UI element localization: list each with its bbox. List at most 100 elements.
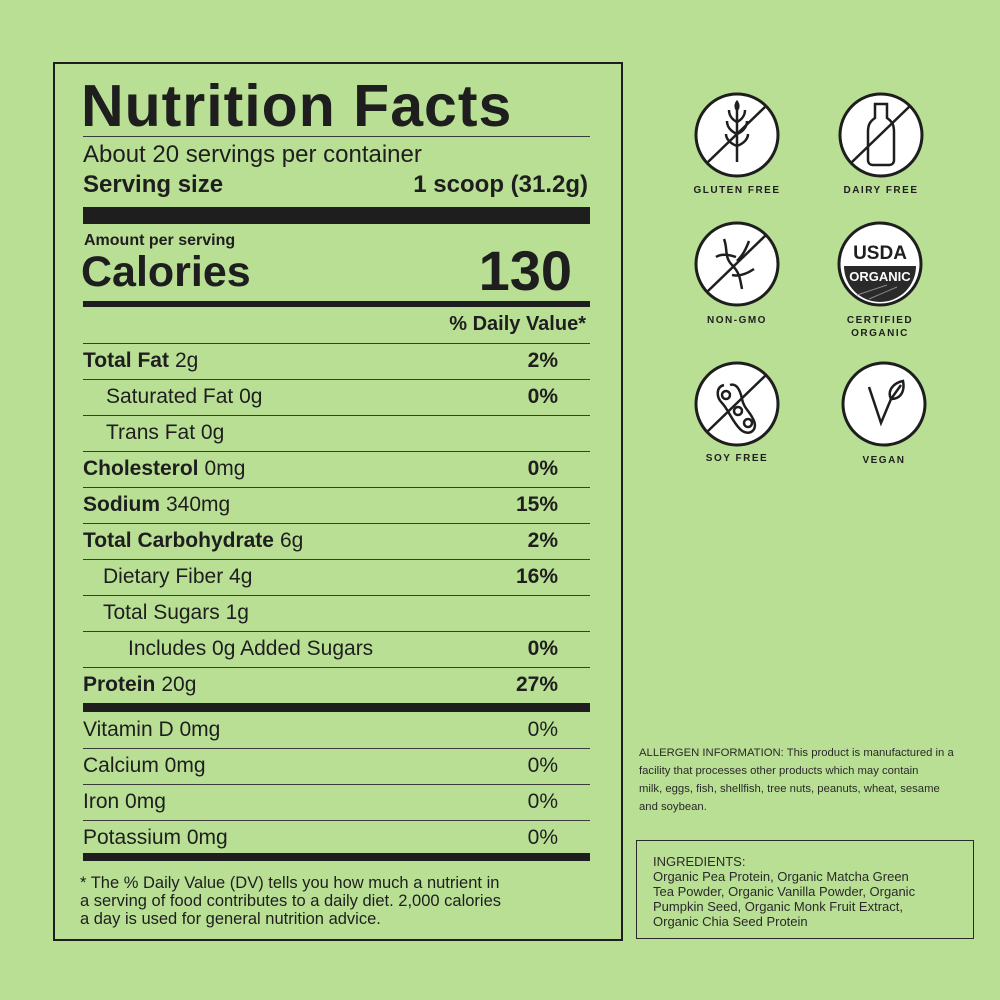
label-title: Nutrition Facts — [81, 73, 513, 139]
divider — [83, 343, 590, 344]
vegan-leaf-icon — [841, 361, 927, 447]
divider — [83, 379, 590, 380]
nutrient-name: Saturated Fat 0g — [106, 385, 263, 408]
daily-value-percent: 16% — [515, 565, 558, 588]
divider — [83, 136, 590, 137]
nutrient-name: Cholesterol — [83, 457, 199, 480]
ingredients-title: INGREDIENTS: — [653, 854, 746, 869]
divider — [83, 784, 590, 785]
daily-value-percent: 0% — [527, 826, 558, 849]
daily-value-percent: 0% — [527, 754, 558, 777]
ingredients-line: Organic Chia Seed Protein — [653, 914, 808, 929]
divider — [83, 451, 590, 452]
ingredients-line: Pumpkin Seed, Organic Monk Fruit Extract… — [653, 899, 903, 914]
daily-value-percent: 0% — [527, 718, 558, 741]
daily-value-percent: 0% — [527, 457, 558, 480]
nutrient-amount: 6g — [279, 529, 304, 552]
servings-per-container: About 20 servings per container — [83, 141, 422, 168]
nutrient-name: Protein — [83, 673, 156, 696]
thick-divider — [83, 207, 590, 224]
nutrient-row: Trans Fat 0g — [83, 415, 590, 451]
daily-value-percent: 2% — [527, 349, 558, 372]
footnote-line: a serving of food contributes to a daily… — [80, 892, 501, 910]
daily-value-percent: 2% — [527, 529, 558, 552]
daily-value-percent: 0% — [527, 790, 558, 813]
divider — [83, 595, 590, 596]
nutrient-row: Total Fat 2g 2% — [83, 343, 590, 379]
allergen-line: milk, eggs, fish, shellfish, tree nuts, … — [639, 783, 940, 795]
divider — [83, 748, 590, 749]
badge-label: VEGAN — [862, 455, 906, 466]
nutrient-row: Dietary Fiber 4g 16% — [83, 559, 590, 595]
nutrient-row: Total Sugars 1g — [83, 595, 590, 631]
vitamin-row: Vitamin D 0mg 0% — [83, 712, 590, 748]
badge-label: DAIRY FREE — [843, 185, 919, 196]
divider — [83, 820, 590, 821]
nutrient-name: Dietary Fiber 4g — [103, 565, 253, 588]
badge-label-line: CERTIFIED — [846, 315, 914, 326]
badge-label: GLUTEN FREE — [693, 185, 781, 196]
serving-size-label: Serving size — [83, 171, 224, 198]
vitamin-row: Potassium 0mg 0% — [83, 820, 590, 856]
daily-value-percent: 0% — [527, 637, 558, 660]
footnote-line: a day is used for general nutrition advi… — [80, 910, 381, 928]
thick-divider — [83, 853, 590, 861]
daily-value-percent: 27% — [515, 673, 558, 696]
badge-label-line: ORGANIC — [851, 328, 909, 339]
soybean-crossed-icon — [694, 361, 780, 447]
bottle-crossed-icon — [838, 92, 924, 178]
divider — [83, 415, 590, 416]
daily-value-header: % Daily Value* — [449, 313, 586, 335]
serving-size-value: 1 scoop (31.2g) — [413, 171, 588, 198]
nutrient-name: Trans Fat 0g — [106, 421, 225, 444]
seal-top-text: USDA — [853, 243, 907, 264]
ingredients-box: INGREDIENTS: Organic Pea Protein, Organi… — [636, 840, 974, 939]
nutrient-name: Sodium — [83, 493, 160, 516]
thick-divider — [83, 703, 590, 712]
vitamin-row: Iron 0mg 0% — [83, 784, 590, 820]
daily-value-percent: 15% — [515, 493, 558, 516]
vitamin-row: Calcium 0mg 0% — [83, 748, 590, 784]
allergen-line: facility that processes other products w… — [639, 765, 919, 777]
divider — [83, 487, 590, 488]
footnote: * The % Daily Value (DV) tells you how m… — [80, 874, 501, 928]
nutrient-row: Includes 0g Added Sugars 0% — [83, 631, 590, 667]
vitamin-name: Vitamin D 0mg — [83, 718, 221, 741]
vitamin-name: Calcium 0mg — [83, 754, 206, 777]
daily-value-percent: 0% — [527, 385, 558, 408]
ingredients-line: Tea Powder, Organic Vanilla Powder, Orga… — [653, 884, 916, 899]
nutrient-name: Total Fat — [83, 349, 169, 372]
vitamin-name: Iron 0mg — [83, 790, 166, 813]
nutrient-row: Protein 20g 27% — [83, 667, 590, 703]
allergen-line: and soybean. — [639, 801, 707, 813]
nutrient-row: Sodium 340mg 15% — [83, 487, 590, 523]
divider — [83, 559, 590, 560]
footnote-line: * The % Daily Value (DV) tells you how m… — [80, 874, 500, 892]
nutrient-name: Total Sugars 1g — [103, 601, 249, 624]
seal-band-text: ORGANIC — [849, 269, 911, 284]
ingredients-line: Organic Pea Protein, Organic Matcha Gree… — [653, 869, 909, 884]
nutrient-row: Total Carbohydrate 6g 2% — [83, 523, 590, 559]
badge-label: SOY FREE — [705, 453, 769, 464]
divider — [83, 631, 590, 632]
divider — [83, 523, 590, 524]
nutrient-amount: 0mg — [204, 457, 246, 480]
nutrient-amount: 2g — [174, 349, 199, 372]
nutrient-name: Total Carbohydrate — [83, 529, 274, 552]
nutrient-row: Cholesterol 0mg 0% — [83, 451, 590, 487]
divider — [83, 667, 590, 668]
usda-organic-seal: USDA ORGANIC — [837, 221, 923, 307]
nutrition-facts-label — [53, 62, 623, 941]
badge-label: CERTIFIED ORGANIC — [810, 314, 950, 340]
badge-label: NON-GMO — [707, 315, 767, 326]
medium-divider — [83, 301, 590, 307]
dna-crossed-icon — [694, 221, 780, 307]
nutrient-amount: 340mg — [166, 493, 231, 516]
nutrient-row: Saturated Fat 0g 0% — [83, 379, 590, 415]
calories-label: Calories — [81, 248, 251, 296]
nutrient-name: Includes 0g Added Sugars — [128, 637, 374, 660]
nutrient-amount: 20g — [161, 673, 197, 696]
calories-value: 130 — [478, 239, 572, 302]
allergen-line: ALLERGEN INFORMATION: This product is ma… — [639, 747, 954, 759]
vitamin-name: Potassium 0mg — [83, 826, 228, 849]
